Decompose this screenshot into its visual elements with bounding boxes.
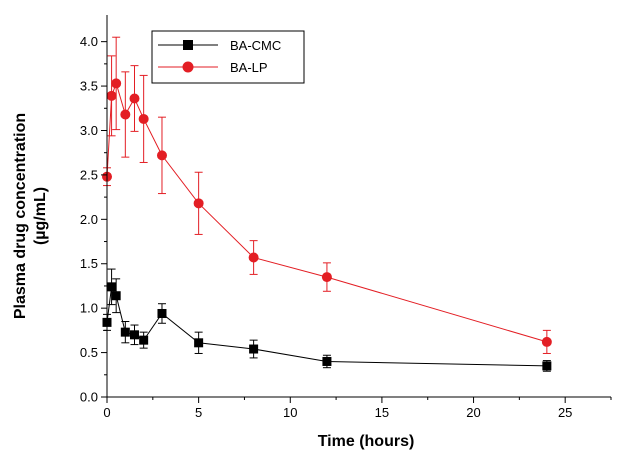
x-tick-label: 5 (195, 405, 202, 420)
series-ba-lp (102, 36, 552, 354)
legend-marker-square (183, 40, 193, 50)
data-point (129, 93, 140, 104)
x-axis-title: Time (hours) (318, 433, 415, 450)
data-point (111, 78, 122, 89)
data-point (111, 291, 121, 301)
x-tick-label: 0 (103, 405, 110, 420)
data-point (139, 335, 149, 345)
legend-item-ba-cmc: BA-CMC (158, 38, 281, 53)
series-ba-cmc (102, 268, 552, 372)
data-point (249, 344, 259, 354)
y-tick-label: 0.0 (80, 390, 98, 405)
y-tick-label: 2.0 (80, 212, 98, 227)
data-point (542, 361, 552, 371)
y-axis: 0.0 0.5 1.0 1.5 2.0 2.5 3.0 3.5 4.0 (80, 15, 108, 405)
data-point (157, 308, 167, 318)
series-line (106, 285, 547, 367)
y-tick-label: 2.5 (80, 167, 98, 182)
legend-box (151, 30, 305, 84)
y-tick-label: 0.5 (80, 345, 98, 360)
plot-area (102, 36, 552, 372)
y-tick-label: 1.5 (80, 256, 98, 271)
legend: BA-CMC BA-LP (151, 30, 305, 84)
data-point (107, 282, 117, 292)
y-axis-title-line2: (µg/mL) (32, 187, 49, 245)
data-point (322, 356, 332, 366)
x-axis: 0 5 10 15 20 25 (103, 396, 612, 420)
data-point (129, 330, 139, 340)
y-tick-label: 3.0 (80, 123, 98, 138)
y-tick-label: 4.0 (80, 34, 98, 49)
data-point (248, 252, 259, 263)
legend-label-ba-cmc: BA-CMC (230, 38, 281, 53)
data-point (120, 327, 130, 337)
y-tick-label: 1.0 (80, 301, 98, 316)
data-point (106, 90, 117, 101)
x-tick-label: 15 (375, 405, 389, 420)
x-tick-label: 10 (283, 405, 297, 420)
data-point (193, 198, 204, 209)
x-tick-label: 20 (466, 405, 480, 420)
series-line (106, 81, 548, 343)
data-point (156, 150, 167, 161)
data-point (541, 336, 552, 347)
data-point (138, 113, 149, 124)
x-tick-label: 25 (558, 405, 572, 420)
legend-label-ba-lp: BA-LP (230, 60, 268, 75)
legend-item-ba-lp: BA-LP (158, 60, 268, 75)
y-axis-title-line1: Plasma drug concentration (12, 113, 29, 319)
data-point (194, 338, 204, 348)
data-point (321, 272, 332, 283)
y-tick-label: 3.5 (80, 79, 98, 94)
data-point (120, 109, 131, 120)
legend-marker-circle (182, 61, 194, 73)
